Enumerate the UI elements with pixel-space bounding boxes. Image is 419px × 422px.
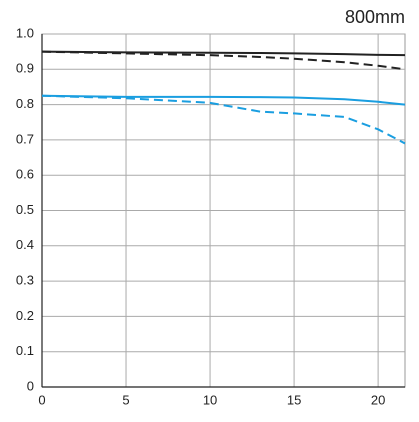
y-tick-label: 1.0 <box>16 25 34 40</box>
y-tick-label: 0.6 <box>16 167 34 182</box>
x-tick-label: 0 <box>38 392 45 407</box>
x-tick-label: 10 <box>203 392 217 407</box>
y-tick-label: 0.7 <box>16 131 34 146</box>
y-tick-label: 0.4 <box>16 237 34 252</box>
x-tick-label: 15 <box>287 392 301 407</box>
y-tick-label: 0.9 <box>16 61 34 76</box>
y-tick-label: 0.8 <box>16 96 34 111</box>
y-tick-label: 0.2 <box>16 308 34 323</box>
series-line <box>41 94 406 145</box>
x-tick-label: 5 <box>122 392 129 407</box>
y-tick-label: 0 <box>27 378 34 393</box>
x-tick-label: 20 <box>371 392 385 407</box>
y-tick-label: 0.3 <box>16 273 34 288</box>
y-tick-label: 0.5 <box>16 202 34 217</box>
y-tick-label: 0.1 <box>16 343 34 358</box>
series-line <box>41 50 406 57</box>
series-line <box>41 94 406 106</box>
series-line <box>41 50 406 71</box>
chart-title: 800mm <box>345 7 405 27</box>
